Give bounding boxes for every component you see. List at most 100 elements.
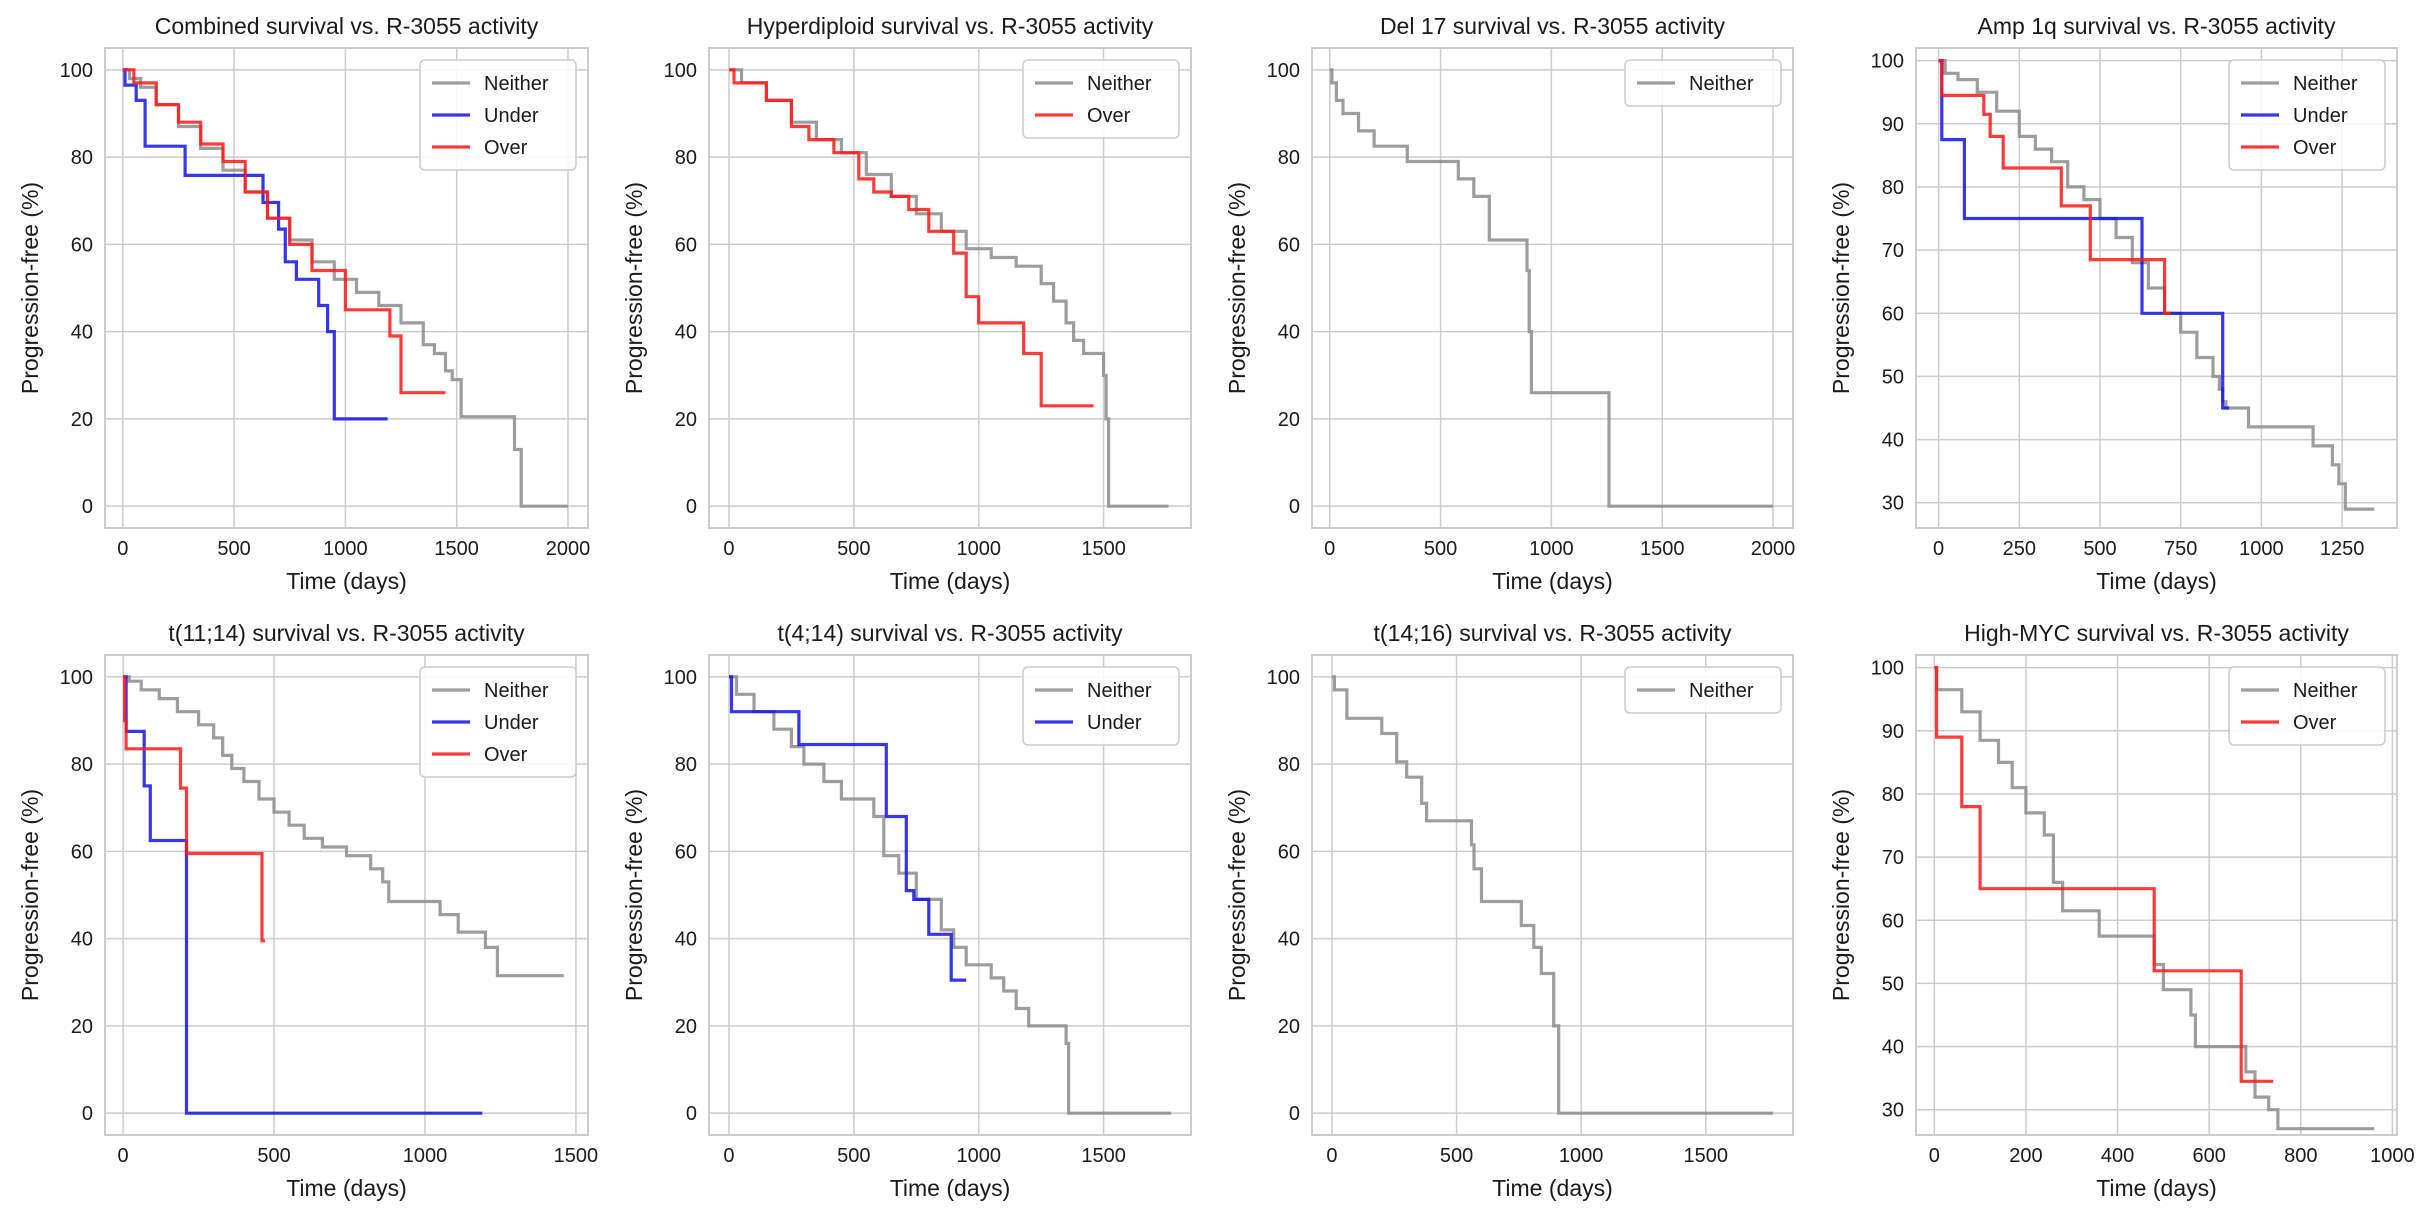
chart-title: Combined survival vs. R-3055 activity: [155, 13, 539, 39]
legend-box: [419, 666, 577, 778]
y-tick-label: 100: [60, 667, 93, 689]
x-tick-label: 1500: [1081, 538, 1126, 560]
y-tick-label: 90: [1882, 114, 1904, 136]
chart-panel-5: 0 500 1000 1500 0 20 40 60 80 100 t(11;14) surviva…: [17, 620, 598, 1201]
y-tick-label: 80: [1882, 177, 1904, 199]
legend-box: [1624, 666, 1782, 714]
x-tick-label: 2000: [1751, 538, 1796, 560]
y-tick-label: 90: [1882, 721, 1904, 743]
x-tick-label: 1000: [403, 1145, 448, 1167]
x-tick-label: 0: [723, 538, 734, 560]
y-tick-label: 100: [1871, 51, 1904, 73]
y-tick-label: 0: [1289, 1103, 1300, 1125]
chart-panel-1: 0 500 1000 1500 2000 0 20 40 60 80 100 Combined sur…: [17, 13, 590, 594]
y-axis-label: Progression-free (%): [17, 182, 43, 394]
y-tick-label: 80: [1882, 784, 1904, 806]
y-tick-label: 60: [1278, 841, 1300, 863]
x-tick-label: 200: [2009, 1145, 2042, 1167]
legend-label-neither: Neither: [484, 680, 549, 702]
legend: Neither: [1624, 666, 1782, 714]
x-tick-label: 1500: [554, 1145, 599, 1167]
legend: Neither: [1624, 59, 1782, 107]
y-tick-label: 60: [675, 234, 697, 256]
legend-label-under: Under: [484, 712, 539, 734]
legend-label-neither: Neither: [1689, 680, 1754, 702]
legend-label-under: Under: [484, 105, 539, 127]
legend-box: [1022, 666, 1180, 746]
x-tick-label: 1000: [956, 538, 1001, 560]
legend: Neither Under Over: [419, 59, 577, 171]
x-tick-label: 400: [2101, 1145, 2134, 1167]
y-tick-label: 20: [71, 409, 93, 431]
y-tick-label: 0: [686, 496, 697, 518]
x-tick-label: 0: [1929, 1145, 1940, 1167]
legend: Neither Under Over: [2228, 59, 2386, 171]
chart-panel-3: 0 500 1000 1500 2000 0 20 40 60 80 100 Del 17 survi…: [1224, 13, 1795, 594]
legend-label-over: Over: [1087, 105, 1131, 127]
x-tick-label: 0: [1933, 538, 1944, 560]
legend-label-neither: Neither: [484, 73, 549, 95]
chart-title: Hyperdiploid survival vs. R-3055 activit…: [747, 13, 1154, 39]
y-tick-label: 50: [1882, 973, 1904, 995]
x-tick-label: 1500: [434, 538, 479, 560]
chart-panel-8: 0 200 400 600 800 1000 30 40 50 60 70 80 90 100 High-M…: [1828, 620, 2415, 1201]
legend-box: [2228, 59, 2386, 171]
x-tick-label: 1500: [1684, 1145, 1729, 1167]
x-tick-label: 1250: [2320, 538, 2365, 560]
series-line-over: [1934, 666, 2274, 1083]
y-tick-label: 40: [1882, 430, 1904, 452]
series-line-over: [729, 68, 1094, 408]
series-line-neither: [123, 675, 564, 978]
x-tick-label: 1000: [1559, 1145, 1604, 1167]
plot-frame: [104, 654, 589, 1136]
y-tick-label: 80: [675, 147, 697, 169]
x-tick-label: 1000: [956, 1145, 1001, 1167]
x-tick-label: 250: [2003, 538, 2036, 560]
legend: Neither Over: [1022, 59, 1180, 139]
plot-frame: [1915, 654, 2398, 1136]
x-tick-label: 1000: [323, 538, 368, 560]
y-tick-label: 40: [675, 929, 697, 951]
x-tick-label: 2000: [546, 538, 591, 560]
chart-panel-4: 0 250 500 750 1000 1250 30 40 50 60 70 80 90 100 Amp 1…: [1828, 13, 2398, 594]
chart-title: t(11;14) survival vs. R-3055 activity: [168, 620, 525, 646]
y-tick-label: 60: [1882, 910, 1904, 932]
legend-label-under: Under: [2293, 105, 2348, 127]
series-line-under: [729, 675, 967, 982]
legend: Neither Under: [1022, 666, 1180, 746]
y-tick-label: 40: [1882, 1037, 1904, 1059]
series-line-over: [1938, 59, 2171, 315]
legend-label-under: Under: [1087, 712, 1142, 734]
series-line-neither: [729, 68, 1169, 508]
y-tick-label: 100: [664, 667, 697, 689]
y-tick-label: 60: [1882, 303, 1904, 325]
x-axis-label: Time (days): [286, 1175, 407, 1201]
x-axis-label: Time (days): [890, 1175, 1011, 1201]
series-line-neither: [1934, 666, 2375, 1131]
y-tick-label: 60: [675, 841, 697, 863]
legend-label-over: Over: [484, 744, 528, 766]
x-tick-label: 500: [1440, 1145, 1473, 1167]
x-axis-label: Time (days): [2096, 568, 2217, 594]
y-tick-label: 40: [1278, 929, 1300, 951]
chart-title: Del 17 survival vs. R-3055 activity: [1380, 13, 1726, 39]
chart-title: High-MYC survival vs. R-3055 activity: [1964, 620, 2349, 646]
y-axis-label: Progression-free (%): [1224, 182, 1250, 394]
y-tick-label: 20: [1278, 1016, 1300, 1038]
x-tick-label: 1500: [1081, 1145, 1126, 1167]
legend-label-neither: Neither: [2293, 680, 2358, 702]
y-tick-label: 20: [675, 1016, 697, 1038]
x-tick-label: 500: [257, 1145, 290, 1167]
y-tick-label: 30: [1882, 1100, 1904, 1122]
y-axis-label: Progression-free (%): [1224, 789, 1250, 1001]
series-line-over: [123, 675, 265, 943]
y-tick-label: 0: [686, 1103, 697, 1125]
x-tick-label: 0: [117, 538, 128, 560]
legend-box: [419, 59, 577, 171]
series-line-under: [122, 68, 388, 421]
y-tick-label: 0: [82, 1103, 93, 1125]
legend-label-over: Over: [484, 137, 528, 159]
x-tick-label: 1000: [2370, 1145, 2415, 1167]
x-tick-label: 0: [1326, 1145, 1337, 1167]
